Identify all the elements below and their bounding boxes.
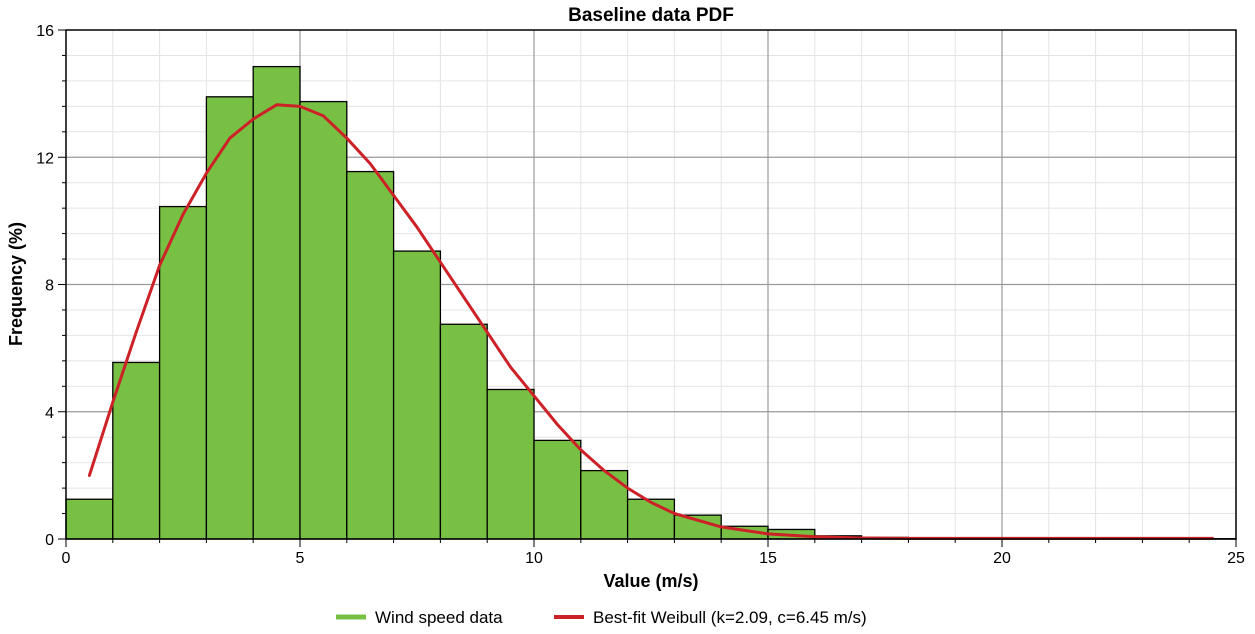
- histogram-bar: [486, 388, 535, 540]
- y-tick-label: 12: [36, 150, 54, 167]
- histogram-bar: [392, 250, 442, 540]
- histogram-bar: [65, 498, 114, 540]
- histogram-bar: [626, 498, 676, 540]
- y-tick-label: 8: [45, 278, 54, 295]
- x-axis-label: Value (m/s): [603, 571, 698, 591]
- x-tick-label: 5: [296, 550, 305, 567]
- weibull-fit-line: [87, 103, 1215, 540]
- histogram-bar: [205, 96, 254, 540]
- y-tick-label: 0: [45, 532, 54, 549]
- x-tick-label: 0: [62, 550, 71, 567]
- chart-title: Baseline data PDF: [568, 5, 734, 26]
- histogram-bar: [252, 65, 301, 540]
- y-axis-label: Frequency (%): [6, 222, 26, 346]
- legend: Wind speed data Best-fit Weibull (k=2.09…: [336, 608, 867, 627]
- x-tick-label: 15: [759, 550, 777, 567]
- x-tick-label: 20: [993, 550, 1011, 567]
- histogram-bar: [533, 439, 582, 540]
- histogram-bar: [580, 469, 629, 540]
- histogram-bar: [299, 100, 348, 540]
- histogram-bar: [346, 170, 395, 540]
- legend-label-weibull: Best-fit Weibull (k=2.09, c=6.45 m/s): [593, 608, 867, 627]
- y-tick-label: 16: [36, 23, 54, 40]
- x-tick-label: 25: [1227, 550, 1245, 567]
- histogram-bar: [112, 361, 161, 540]
- histogram-bars: [65, 65, 1237, 540]
- histogram-bar: [439, 323, 488, 540]
- y-axis-ticks: 0 4 8 12 16: [36, 23, 66, 549]
- x-axis-ticks: 0 5 10 15 20 25: [62, 539, 1245, 567]
- legend-label-wind-speed: Wind speed data: [375, 608, 503, 627]
- y-tick-label: 4: [45, 405, 54, 422]
- x-tick-label: 10: [525, 550, 543, 567]
- histogram-bar: [158, 205, 208, 540]
